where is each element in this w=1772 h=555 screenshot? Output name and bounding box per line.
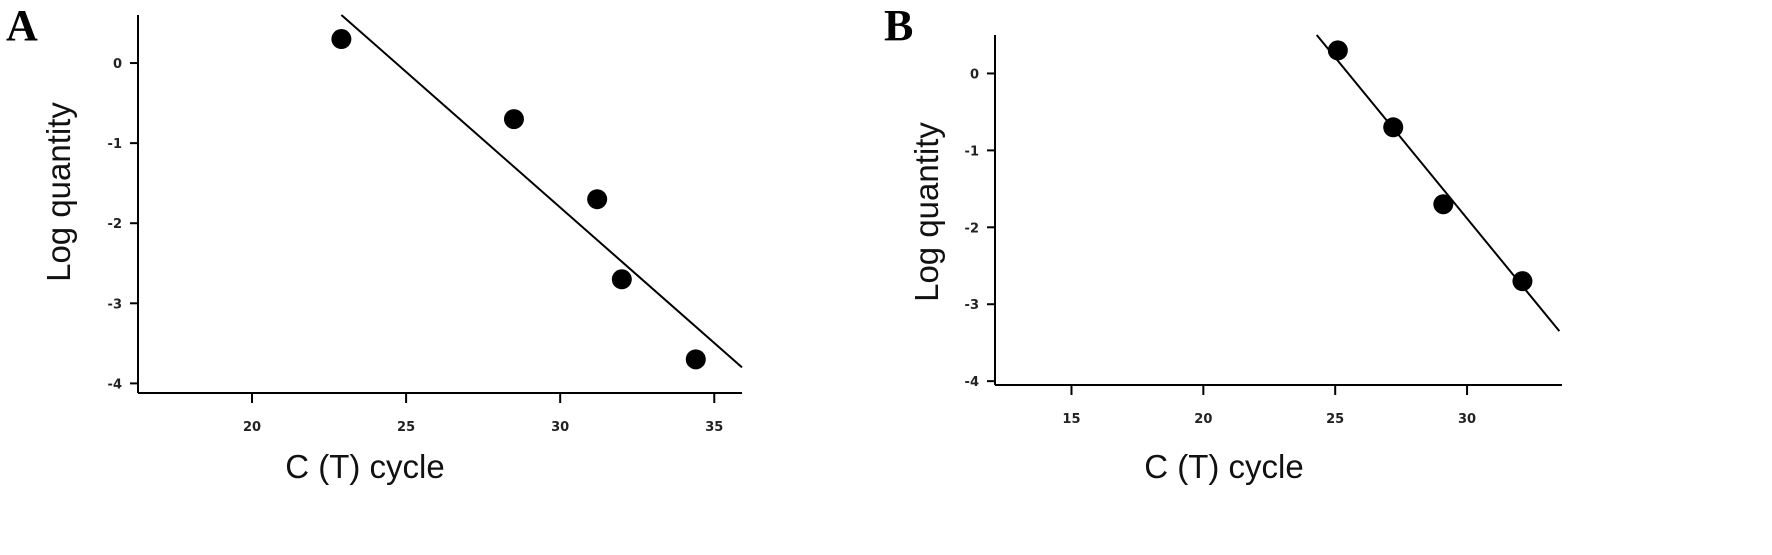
point — [685, 349, 706, 370]
point — [611, 269, 632, 290]
point — [331, 29, 352, 50]
point — [1433, 194, 1454, 215]
x-tick-label: 35 — [705, 420, 723, 435]
point — [1383, 117, 1404, 138]
y-tick-label: -2 — [965, 221, 979, 236]
x-tick-label: 20 — [243, 420, 261, 435]
y-axis-label: Log quantity — [40, 102, 77, 282]
x-tick-label: 30 — [551, 420, 569, 435]
y-tick-label: -3 — [108, 297, 122, 312]
y-tick-label: -4 — [108, 377, 122, 392]
y-tick-label: 0 — [113, 57, 122, 72]
panel-label: B — [884, 1, 913, 50]
x-axis-label: C (T) cycle — [285, 448, 445, 485]
y-tick-label: -3 — [965, 298, 979, 313]
x-tick-label: 20 — [1194, 412, 1212, 427]
x-tick-label: 25 — [397, 420, 415, 435]
point — [1512, 271, 1533, 292]
x-axis-label: C (T) cycle — [1144, 448, 1304, 485]
trendline — [340, 14, 743, 369]
y-tick-label: 0 — [970, 67, 979, 82]
x-tick-label: 15 — [1062, 412, 1080, 427]
y-tick-label: -4 — [965, 375, 979, 390]
x-tick-label: 25 — [1326, 412, 1344, 427]
y-tick-label: -1 — [108, 137, 122, 152]
y-tick-label: -1 — [965, 144, 979, 159]
x-tick-label: 30 — [1458, 412, 1476, 427]
y-tick-label: -2 — [108, 217, 122, 232]
point — [503, 109, 524, 130]
panel-label: A — [6, 1, 38, 50]
y-axis-label: Log quantity — [908, 122, 945, 302]
point — [1327, 40, 1348, 61]
point — [587, 189, 608, 210]
